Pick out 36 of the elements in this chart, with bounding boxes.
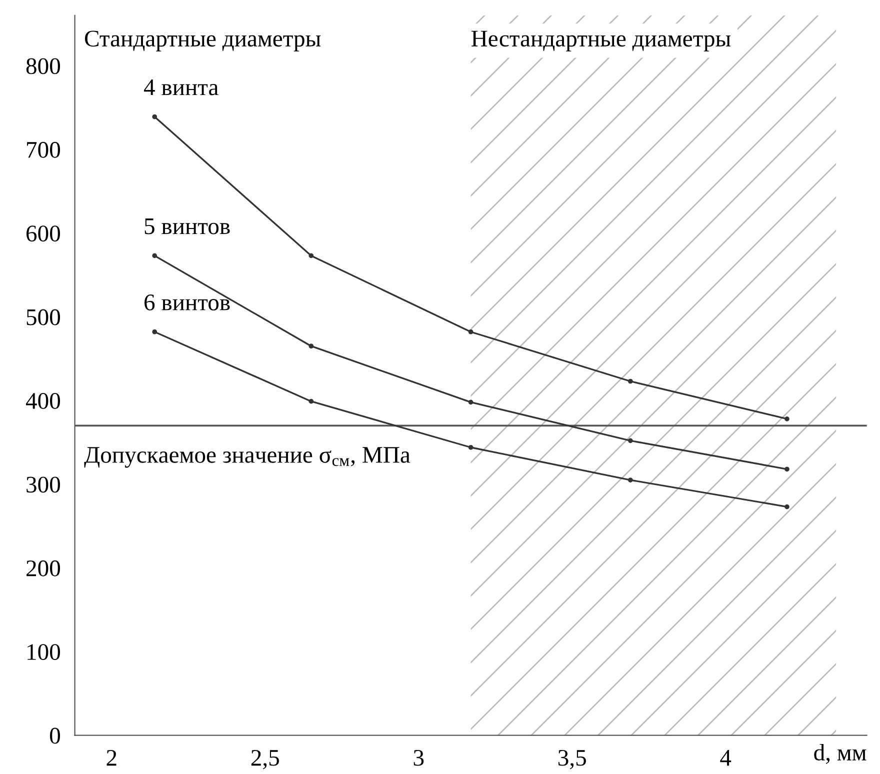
- y-tick-label: 100: [28, 644, 60, 660]
- series-label: 4 винта: [144, 80, 218, 96]
- point: [152, 253, 158, 258]
- point: [784, 504, 790, 510]
- y-tick-label: 200: [26, 560, 60, 576]
- point: [308, 253, 314, 258]
- x-tick-label: 3,5: [558, 750, 586, 770]
- y-tick-label: 0: [50, 728, 60, 744]
- point: [784, 416, 790, 422]
- series-label: 5 винтов: [144, 218, 230, 234]
- y-tick-label: 500: [26, 309, 60, 326]
- point: [628, 378, 633, 384]
- band-label: Нестандартные диаметры: [471, 30, 731, 52]
- point: [468, 400, 474, 405]
- x-tick-label: 2: [106, 750, 116, 766]
- point: [784, 466, 790, 472]
- series-label: 6 винтов: [144, 294, 230, 310]
- y-tick-label: 700: [27, 142, 60, 158]
- y-tick-label: 600: [26, 226, 60, 242]
- point: [628, 438, 633, 444]
- annotation: Стандартные диаметры: [84, 30, 321, 52]
- y-tick-label: 300: [26, 476, 60, 493]
- ref-line-label: Допускаемое значение σ$_{см}$, МПа: [84, 447, 410, 468]
- y-tick-label: 800: [26, 58, 60, 74]
- point: [308, 398, 314, 404]
- point: [628, 478, 633, 482]
- point: [152, 329, 158, 334]
- x-tick-label: 4: [720, 750, 732, 766]
- point: [468, 444, 474, 450]
- point: [152, 114, 158, 120]
- x-tick-label: 3: [414, 750, 424, 766]
- point: [468, 329, 474, 334]
- x-tick-label: 2,5: [251, 750, 279, 770]
- x-axis-title: d, мм: [814, 744, 866, 764]
- y-tick-label: 400: [26, 392, 60, 409]
- point: [308, 344, 314, 349]
